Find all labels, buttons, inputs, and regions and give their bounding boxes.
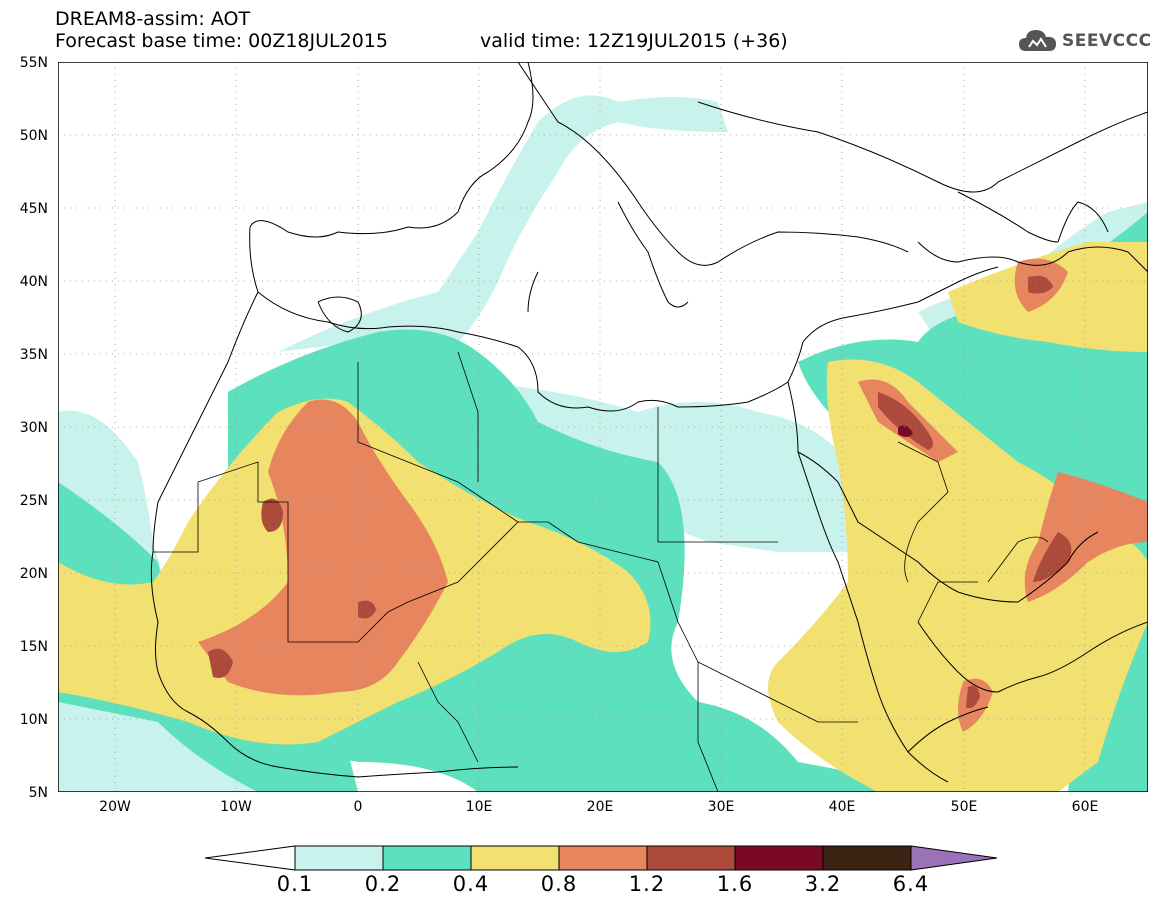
colorbar-swatch (822, 845, 912, 871)
colorbar-label: 3.2 (804, 872, 842, 896)
aot-field (58, 95, 1148, 792)
aot-very-high-region (208, 648, 233, 678)
colorbar-label: 0.8 (540, 872, 578, 896)
lat-label: 5N (28, 785, 48, 801)
colorbar-swatch (294, 845, 384, 871)
lat-label: 50N (19, 128, 48, 144)
aot-very-high-region (358, 600, 376, 619)
lat-label: 30N (19, 420, 48, 436)
aot-extreme-region (898, 425, 913, 437)
aot-map (58, 62, 1148, 792)
colorbar-label: 0.2 (364, 872, 402, 896)
lon-label: 10E (465, 799, 493, 815)
lat-label: 25N (19, 493, 48, 509)
lon-label: 0 (353, 799, 363, 815)
base-time: Forecast base time: 00Z18JUL2015 (55, 30, 388, 52)
colorbar-label: 0.4 (452, 872, 490, 896)
valid-time: valid time: 12Z19JUL2015 (+36) (480, 30, 788, 52)
logo-text: SEEVCCC (1062, 31, 1152, 51)
borders (153, 351, 1049, 792)
aot-very-high-region (1033, 532, 1072, 582)
aot-very-high-region (261, 498, 283, 532)
colorbar-label: 6.4 (892, 872, 930, 896)
colorbar-high-arrow (910, 845, 998, 871)
lon-label: 50E (950, 799, 978, 815)
aot-very-high-region (878, 392, 933, 450)
lon-label: 60E (1071, 799, 1099, 815)
coastlines (150, 62, 1148, 783)
colorbar-swatch (470, 845, 560, 871)
lat-label: 10N (19, 712, 48, 728)
lon-label: 20E (586, 799, 614, 815)
lon-label: 10W (220, 799, 252, 815)
title-line-1: DREAM8-assim: AOT (55, 8, 251, 30)
colorbar-swatch (558, 845, 648, 871)
colorbar (205, 845, 998, 871)
colorbar-low-arrow (205, 845, 296, 871)
colorbar-swatch (382, 845, 472, 871)
colorbar-label: 1.2 (628, 872, 666, 896)
aot-high-region (958, 678, 993, 732)
colorbar-swatch (734, 845, 824, 871)
aot-very-high-region (1028, 275, 1053, 294)
aot-very-high-region (966, 685, 980, 709)
lat-label: 55N (19, 55, 48, 71)
seevccc-logo: SEEVCCC (1018, 24, 1152, 58)
aot-mid-region (768, 359, 1148, 792)
lat-label: 40N (19, 274, 48, 290)
lat-label: 45N (19, 201, 48, 217)
lon-label: 30E (707, 799, 735, 815)
colorbar-swatch (646, 845, 736, 871)
aot-low-region (478, 382, 853, 552)
aot-low-region (278, 95, 728, 353)
colorbar-label: 0.1 (276, 872, 314, 896)
lon-label: 20W (99, 799, 131, 815)
lon-label: 40E (828, 799, 856, 815)
lat-label: 15N (19, 639, 48, 655)
colorbar-label: 1.6 (716, 872, 754, 896)
aot-high-region (198, 399, 448, 696)
lat-label: 20N (19, 566, 48, 582)
cloud-icon (1019, 30, 1056, 51)
lat-label: 35N (19, 347, 48, 363)
